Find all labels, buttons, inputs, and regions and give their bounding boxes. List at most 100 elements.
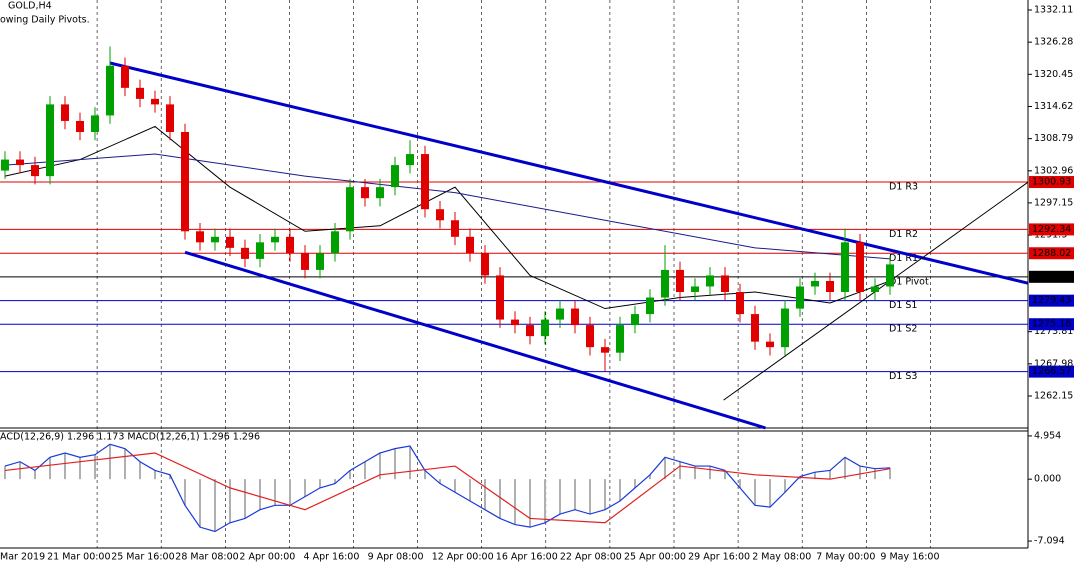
trendline	[184, 250, 766, 430]
pivot-price-box	[1029, 294, 1074, 307]
candle-body	[346, 187, 354, 232]
pivot-price-box	[1029, 247, 1074, 260]
macd-histogram-bar	[724, 470, 726, 480]
macd-histogram-bar	[499, 479, 501, 519]
pivot-price-box	[1029, 365, 1074, 378]
macd-histogram-bar	[154, 470, 156, 480]
macd-histogram-bar	[619, 479, 621, 501]
candle-body	[76, 120, 84, 132]
candle-body	[136, 87, 144, 99]
pivot-price-label: 1283.75	[1032, 271, 1071, 282]
macd-histogram-bar	[589, 479, 591, 515]
macd-histogram-bar	[64, 452, 66, 480]
candle-body	[526, 325, 534, 337]
macd-histogram-bar	[409, 446, 411, 480]
candle-body	[391, 165, 399, 188]
x-tick-label: 25 Mar 16:00	[111, 552, 174, 563]
macd-histogram-bar	[274, 479, 276, 506]
pivot-label: D1 S1	[889, 300, 917, 311]
x-tick-label: 29 Apr 16:00	[688, 552, 750, 563]
macd-histogram-bar	[874, 468, 876, 480]
macd-histogram-bar	[769, 479, 771, 508]
candle-body	[331, 231, 339, 254]
macd-histogram-bar	[124, 448, 126, 480]
macd-histogram-bar	[859, 466, 861, 480]
macd-histogram-bar	[94, 454, 96, 480]
x-tick-label: 21 Mar 00:00	[47, 552, 110, 563]
candle-body	[796, 286, 804, 309]
macd-histogram-bar	[754, 479, 756, 506]
candle-body	[841, 242, 849, 292]
pivot-price-box	[1029, 270, 1074, 283]
candle-body	[886, 264, 894, 287]
macd-histogram-bar	[19, 461, 21, 480]
candle-body	[676, 269, 684, 292]
pivot-label: D1 S3	[889, 371, 917, 382]
pivot-price-box	[1029, 223, 1074, 236]
candle-body	[571, 308, 579, 326]
candle-body	[451, 220, 459, 237]
candle-body	[646, 297, 654, 315]
macd-histogram-bar	[334, 479, 336, 484]
candle-body	[181, 131, 189, 232]
moving-average	[4, 153, 891, 260]
macd-histogram-bar	[289, 479, 291, 506]
macd-histogram-bar	[199, 479, 201, 528]
candle-body	[91, 115, 99, 132]
candle-body	[316, 253, 324, 270]
macd-histogram-bar	[784, 479, 786, 493]
candle-body	[196, 231, 204, 243]
macd-label: ACD(12,26,9) 1.296 1.173 MACD(12,26,1) 1…	[0, 432, 260, 443]
macd-histogram-bar	[379, 452, 381, 480]
macd-histogram-bar	[424, 470, 426, 480]
macd-histogram-bar	[889, 467, 891, 480]
pivot-label: D1 Pivot	[889, 276, 929, 287]
x-tick-label: 25 Apr 00:00	[624, 552, 686, 563]
y-tick-label: 1320.45	[1034, 69, 1073, 80]
x-tick-label: 7 May 00:00	[816, 552, 875, 563]
candle-body	[421, 154, 429, 210]
x-tick-label: Mar 2019	[0, 552, 45, 563]
pivot-price-label: 1279.43	[1032, 295, 1071, 306]
pivot-price-label: 1292.34	[1032, 224, 1071, 235]
macd-histogram-bar	[4, 466, 6, 480]
macd-histogram-bar	[319, 479, 321, 488]
macd-histogram-bar	[439, 479, 441, 484]
macd-histogram-bar	[484, 479, 486, 510]
moving-average	[4, 125, 891, 310]
pivot-price-box	[1029, 318, 1074, 331]
macd-histogram-bar	[709, 466, 711, 480]
macd-histogram-bar	[304, 479, 306, 497]
pivot-price-label: 1288.02	[1032, 248, 1071, 259]
macd-histogram-bar	[844, 457, 846, 480]
candle-body	[211, 236, 219, 243]
candle-body	[16, 159, 24, 166]
y-tick-label: 1297.15	[1034, 197, 1073, 208]
candle-body	[466, 236, 474, 254]
candle-body	[406, 154, 414, 166]
macd-histogram-bar	[109, 444, 111, 480]
y-tick-label: 1326.28	[1034, 37, 1073, 48]
pivot-label: D1 R2	[889, 229, 918, 240]
x-tick-label: 28 Mar 08:00	[175, 552, 238, 563]
candle-body	[46, 104, 54, 177]
y-tick-label: 1308.79	[1034, 133, 1073, 144]
macd-y-tick-label: -7.094	[1034, 536, 1065, 547]
candle-body	[1, 159, 9, 171]
x-tick-label: 2 May 08:00	[752, 552, 811, 563]
candle-body	[121, 65, 129, 88]
macd-histogram-bar	[739, 479, 741, 488]
x-tick-label: 4 Apr 16:00	[304, 552, 360, 563]
macd-histogram-bar	[664, 457, 666, 480]
macd-histogram-bar	[364, 461, 366, 480]
macd-histogram-bar	[694, 466, 696, 480]
candle-body	[241, 247, 249, 259]
macd-histogram-bar	[829, 470, 831, 480]
candle-body	[766, 341, 774, 348]
candle-body	[166, 104, 174, 132]
pivot-label: D1 R1	[889, 253, 918, 264]
candle-body	[631, 314, 639, 326]
candle-body	[781, 308, 789, 348]
